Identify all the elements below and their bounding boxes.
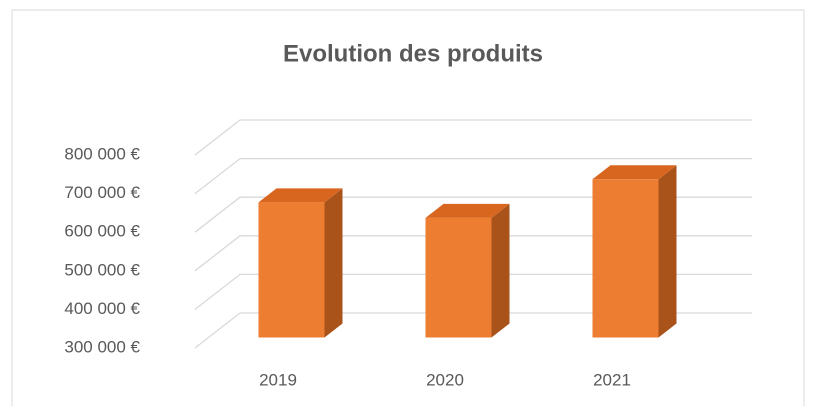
bar [258, 188, 343, 338]
bar-side [658, 165, 677, 338]
grid-line [194, 196, 752, 233]
y-tick-label: 300 000 € [64, 337, 140, 356]
y-tick-label: 800 000 € [64, 144, 140, 163]
y-tick-label: 600 000 € [64, 222, 140, 241]
y-tick-label: 500 000 € [64, 260, 140, 279]
grid-line [194, 312, 752, 349]
chart-title: Evolution des produits [283, 40, 543, 67]
x-tick-label: 2019 [259, 370, 297, 389]
bar [425, 203, 510, 338]
y-tick-label: 700 000 € [64, 183, 140, 202]
x-tick-label: 2020 [426, 370, 464, 389]
bar-side [324, 188, 343, 338]
grid-line [194, 119, 752, 156]
bar-front [592, 179, 659, 338]
bar-top [425, 203, 510, 218]
bar [592, 165, 677, 338]
grid-line [194, 235, 752, 272]
y-tick-label: 400 000 € [64, 299, 140, 318]
x-tick-label: 2021 [593, 370, 631, 389]
bar-top [592, 165, 677, 180]
grid-line [194, 157, 752, 195]
bar-front [425, 217, 492, 338]
bar-side [491, 203, 510, 338]
bar-front [258, 202, 325, 338]
grid-line [194, 273, 752, 310]
bar-top [258, 188, 343, 203]
